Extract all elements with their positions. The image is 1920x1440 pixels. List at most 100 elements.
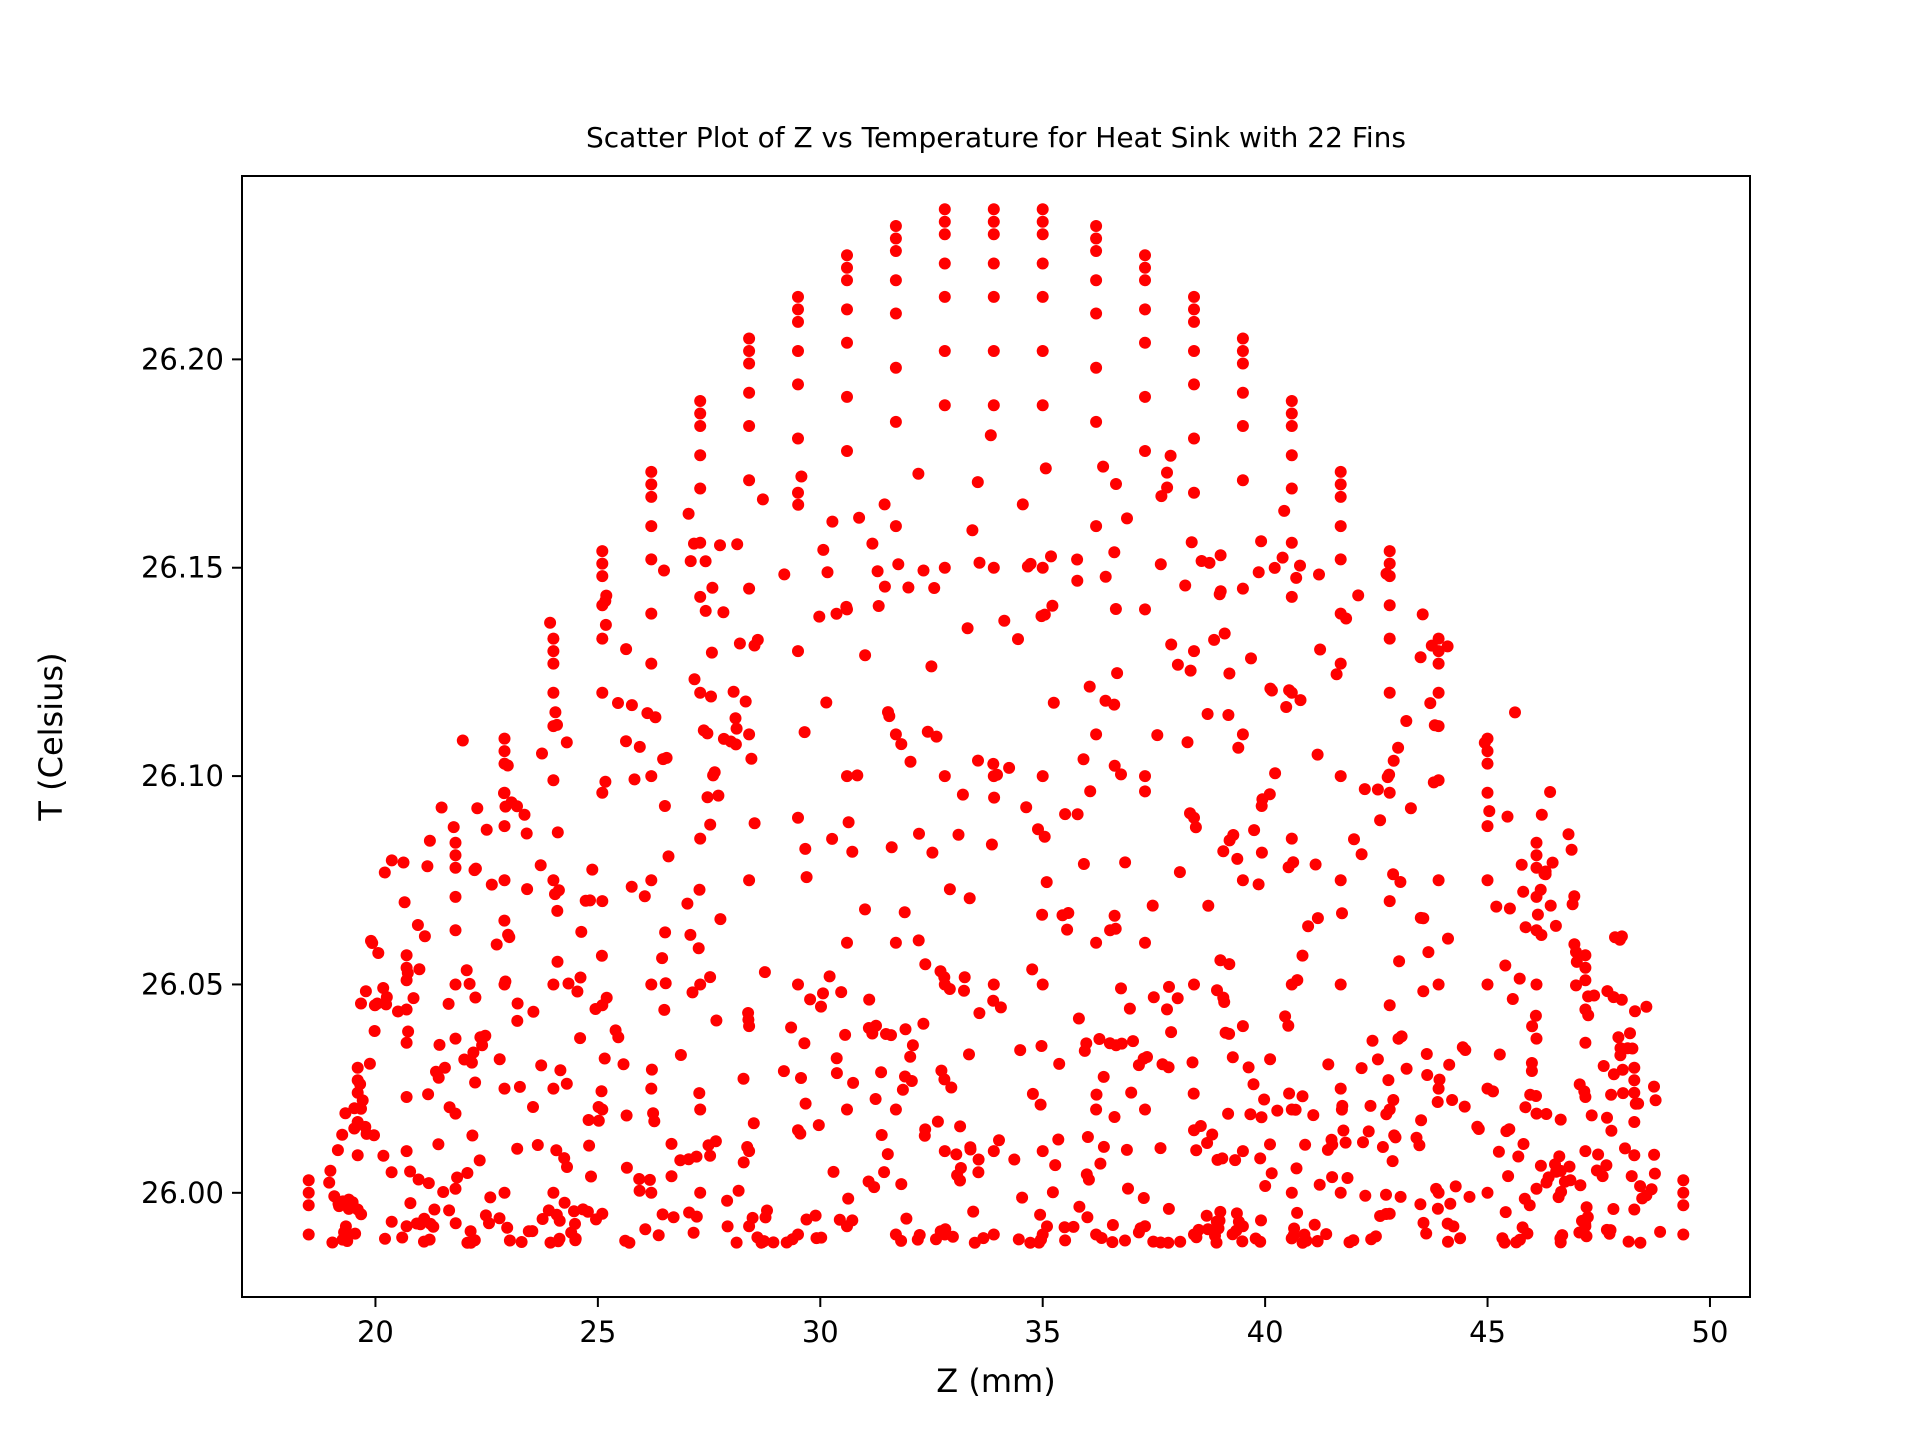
data-point: [984, 429, 997, 442]
data-point: [889, 361, 902, 374]
data-point: [1278, 504, 1291, 517]
data-point: [841, 445, 853, 457]
data-point: [1386, 1155, 1399, 1168]
data-point: [1179, 579, 1192, 592]
data-point: [1109, 603, 1122, 615]
data-point: [449, 1032, 462, 1045]
data-point: [1151, 729, 1164, 742]
data-point: [400, 1036, 413, 1049]
data-point: [398, 896, 411, 909]
data-point: [895, 1234, 908, 1247]
data-point: [324, 1164, 337, 1177]
plot-frame: [241, 175, 1751, 1298]
x-tick-label: 30: [802, 1315, 839, 1349]
data-point: [694, 1103, 707, 1116]
data-point: [1036, 978, 1049, 991]
data-point: [609, 1024, 622, 1037]
data-point: [1554, 1113, 1567, 1126]
data-point: [889, 245, 902, 257]
data-point: [1254, 1152, 1267, 1165]
data-point: [945, 1081, 958, 1094]
data-point: [1139, 274, 1151, 287]
data-point: [1530, 1182, 1543, 1195]
data-point: [792, 811, 804, 824]
data-point: [385, 1215, 398, 1228]
data-point: [1280, 701, 1293, 713]
data-point: [730, 1236, 743, 1249]
data-point: [743, 420, 756, 432]
data-point: [841, 936, 853, 949]
data-point: [743, 874, 756, 887]
data-point: [568, 1205, 580, 1218]
data-point: [813, 610, 826, 623]
data-point: [1432, 874, 1445, 887]
data-point: [1481, 786, 1494, 799]
data-point: [1211, 984, 1223, 997]
data-point: [729, 712, 742, 725]
data-point: [620, 735, 632, 748]
data-point: [692, 942, 705, 955]
data-point: [1036, 399, 1049, 412]
data-point: [400, 1091, 413, 1103]
data-point: [633, 1184, 646, 1197]
data-point: [954, 1162, 967, 1174]
data-point: [1217, 845, 1230, 858]
data-point: [1034, 1208, 1047, 1221]
data-point: [505, 796, 518, 809]
data-point: [461, 1236, 474, 1249]
data-point: [1108, 759, 1121, 772]
data-point: [961, 622, 974, 635]
data-point: [1580, 1230, 1593, 1243]
data-point: [917, 564, 930, 577]
data-point: [1519, 1101, 1532, 1114]
data-point: [1600, 1159, 1613, 1172]
data-point: [522, 1225, 535, 1238]
data-point: [547, 657, 560, 670]
data-point: [1115, 768, 1127, 781]
data-point: [1432, 657, 1445, 670]
y-tick-label: 26.05: [141, 967, 224, 1001]
data-point: [1414, 651, 1427, 664]
data-point: [1502, 1170, 1515, 1183]
data-point: [589, 1003, 602, 1015]
data-point: [987, 978, 1000, 991]
data-point: [866, 537, 879, 550]
data-point: [418, 1235, 430, 1248]
data-point: [1165, 638, 1178, 651]
data-point: [1564, 1174, 1577, 1187]
data-point: [1108, 546, 1121, 559]
data-point: [1311, 1235, 1324, 1247]
data-point: [1236, 420, 1249, 432]
data-point: [1529, 1009, 1542, 1022]
data-point: [1059, 808, 1072, 821]
data-point: [1622, 1235, 1635, 1248]
data-point: [743, 345, 756, 357]
data-point: [1483, 805, 1496, 818]
data-point: [1115, 982, 1127, 995]
data-point: [694, 1186, 707, 1199]
data-point: [704, 818, 717, 831]
data-point: [1264, 1053, 1277, 1066]
data-point: [520, 827, 533, 840]
data-point: [402, 1025, 415, 1038]
data-point: [1320, 1228, 1333, 1241]
data-point: [1538, 867, 1551, 880]
data-point: [547, 632, 560, 645]
data-point: [1463, 1190, 1476, 1203]
data-point: [407, 992, 420, 1005]
data-point: [934, 965, 947, 978]
data-point: [1677, 1174, 1690, 1187]
data-point: [620, 1109, 633, 1122]
data-point: [938, 770, 951, 783]
data-point: [658, 564, 670, 577]
data-point: [1245, 652, 1257, 665]
data-point: [931, 1115, 944, 1128]
data-point: [1219, 1026, 1232, 1039]
data-point: [1236, 332, 1249, 345]
data-point: [658, 800, 671, 812]
data-point: [792, 486, 804, 499]
data-point: [991, 768, 1003, 781]
data-point: [954, 1120, 967, 1133]
data-point: [1352, 589, 1365, 602]
